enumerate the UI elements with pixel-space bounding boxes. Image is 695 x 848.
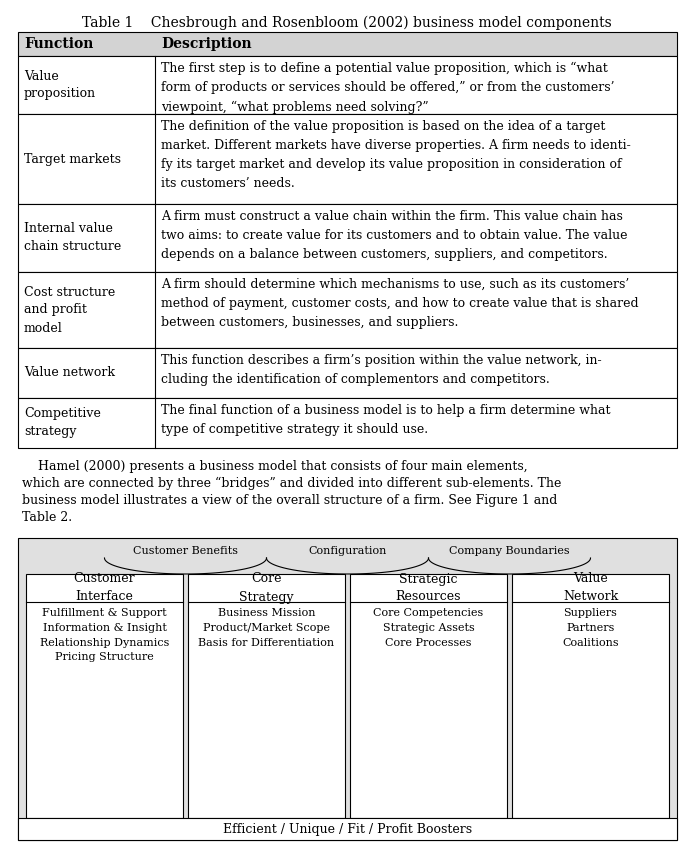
Text: Table 1    Chesbrough and Rosenbloom (2002) business model components: Table 1 Chesbrough and Rosenbloom (2002)… <box>82 16 612 31</box>
Text: Suppliers
Partners
Coalitions: Suppliers Partners Coalitions <box>562 608 619 648</box>
Text: Core
Strategy: Core Strategy <box>239 572 294 604</box>
Bar <box>18 56 677 114</box>
Text: Competitive
strategy: Competitive strategy <box>24 408 101 438</box>
Bar <box>512 574 669 818</box>
Bar <box>26 574 183 818</box>
Text: Target markets: Target markets <box>24 153 121 165</box>
Text: A firm should determine which mechanisms to use, such as its customers’
method o: A firm should determine which mechanisms… <box>161 278 639 329</box>
Text: Business Mission
Product/Market Scope
Basis for Differentiation: Business Mission Product/Market Scope Ba… <box>199 608 334 648</box>
Text: Table 2.: Table 2. <box>22 511 72 524</box>
Text: Fulfillment & Support
Information & Insight
Relationship Dynamics
Pricing Struct: Fulfillment & Support Information & Insi… <box>40 608 169 662</box>
Text: Internal value
chain structure: Internal value chain structure <box>24 222 121 254</box>
Text: Function: Function <box>24 37 93 51</box>
Text: Value
Network: Value Network <box>563 572 618 604</box>
Text: Hamel (2000) presents a business model that consists of four main elements,: Hamel (2000) presents a business model t… <box>22 460 528 473</box>
Text: Value
proposition: Value proposition <box>24 70 96 101</box>
Text: which are connected by three “bridges” and divided into different sub-elements. : which are connected by three “bridges” a… <box>22 477 562 490</box>
Bar <box>350 574 507 818</box>
Text: Description: Description <box>161 37 252 51</box>
Bar <box>18 538 677 840</box>
Text: Customer
Interface: Customer Interface <box>74 572 136 604</box>
Bar <box>18 398 677 448</box>
Bar <box>18 272 677 348</box>
Text: Customer Benefits: Customer Benefits <box>133 546 238 556</box>
Text: The first step is to define a potential value proposition, which is “what
form o: The first step is to define a potential … <box>161 62 614 114</box>
Text: The definition of the value proposition is based on the idea of a target
market.: The definition of the value proposition … <box>161 120 631 190</box>
Bar <box>18 348 677 398</box>
Bar <box>18 204 677 272</box>
Bar <box>188 574 345 818</box>
Bar <box>18 114 677 204</box>
Text: Cost structure
and profit
model: Cost structure and profit model <box>24 286 115 334</box>
Text: business model illustrates a view of the overall structure of a firm. See Figure: business model illustrates a view of the… <box>22 494 557 507</box>
Text: This function describes a firm’s position within the value network, in-
cluding : This function describes a firm’s positio… <box>161 354 602 386</box>
Text: Configuration: Configuration <box>309 546 386 556</box>
Text: Strategic
Resources: Strategic Resources <box>395 572 461 604</box>
Text: Value network: Value network <box>24 366 115 380</box>
Text: A firm must construct a value chain within the firm. This value chain has
two ai: A firm must construct a value chain with… <box>161 210 628 261</box>
Text: Efficient / Unique / Fit / Profit Boosters: Efficient / Unique / Fit / Profit Booste… <box>223 823 472 835</box>
Text: Company Boundaries: Company Boundaries <box>449 546 570 556</box>
Bar <box>18 818 677 840</box>
Text: The final function of a business model is to help a firm determine what
type of : The final function of a business model i… <box>161 404 610 436</box>
Text: Core Competencies
Strategic Assets
Core Processes: Core Competencies Strategic Assets Core … <box>373 608 484 648</box>
Bar <box>18 32 677 56</box>
